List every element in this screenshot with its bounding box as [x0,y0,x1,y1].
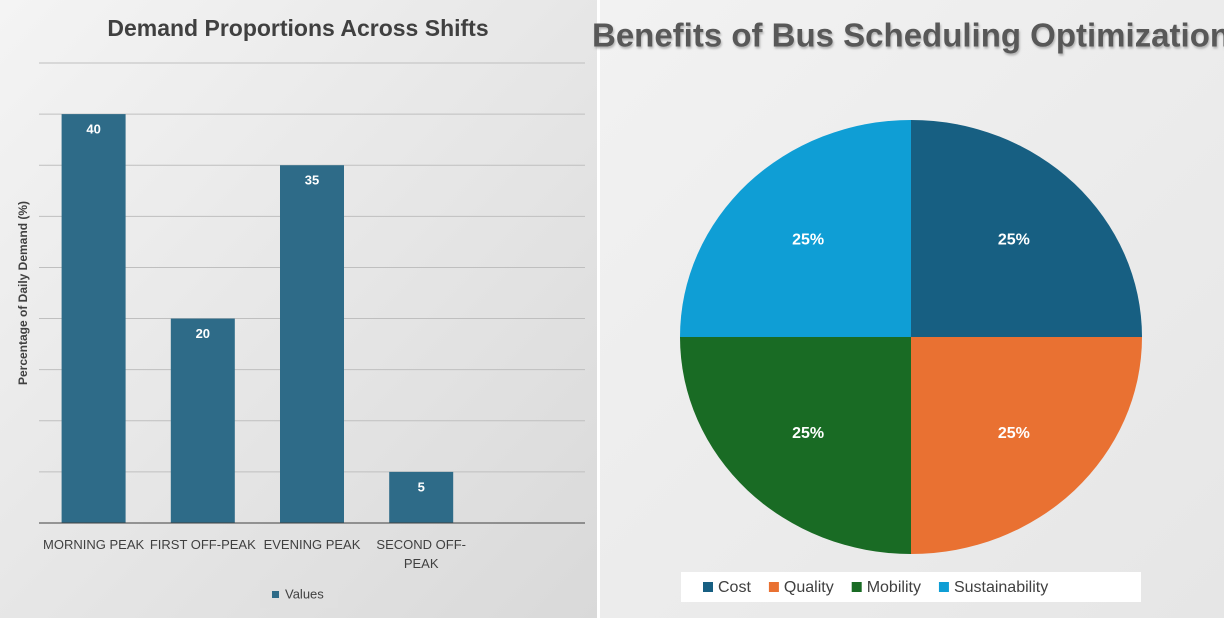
data-label: 40 [86,122,100,137]
x-tick-label: SECOND OFF-PEAK [376,537,466,571]
data-label: 25% [998,425,1030,442]
data-label: 20 [196,326,210,341]
pie-slice [911,337,1142,554]
bar [389,471,454,523]
data-label: 25% [792,425,824,442]
x-tick-label: EVENING PEAK [263,537,361,552]
data-label: 35 [305,173,319,188]
data-label: 25% [998,232,1030,249]
legend-swatch [768,582,779,592]
data-label: 5 [418,479,425,494]
legend-label: Values [285,586,324,601]
legend-swatch [938,582,949,592]
pie-slice [911,120,1142,337]
legend-swatch [703,582,713,592]
x-tick-label: FIRST OFF-PEAK [149,537,256,552]
data-label: 25% [792,232,824,249]
bar-title: Demand Proportions Across Shifts [107,15,488,41]
bar [61,114,126,523]
y-axis-title: Percentage of Daily Demand (%) [16,201,30,385]
bar [170,318,235,523]
pie-slice [680,337,911,554]
pie-slice [680,120,911,337]
bar [280,165,344,523]
legend-label: Sustainability [954,579,1048,596]
legend-swatch [272,591,279,598]
legend-label: Mobility [867,579,921,596]
legend-label: Cost [718,579,751,596]
pie-title: Benefits of Bus Scheduling Optimization [592,17,1224,54]
legend-box [681,572,1141,602]
legend-swatch [851,582,862,592]
legend-label: Quality [784,579,834,596]
x-tick-label: MORNING PEAK [43,537,145,552]
